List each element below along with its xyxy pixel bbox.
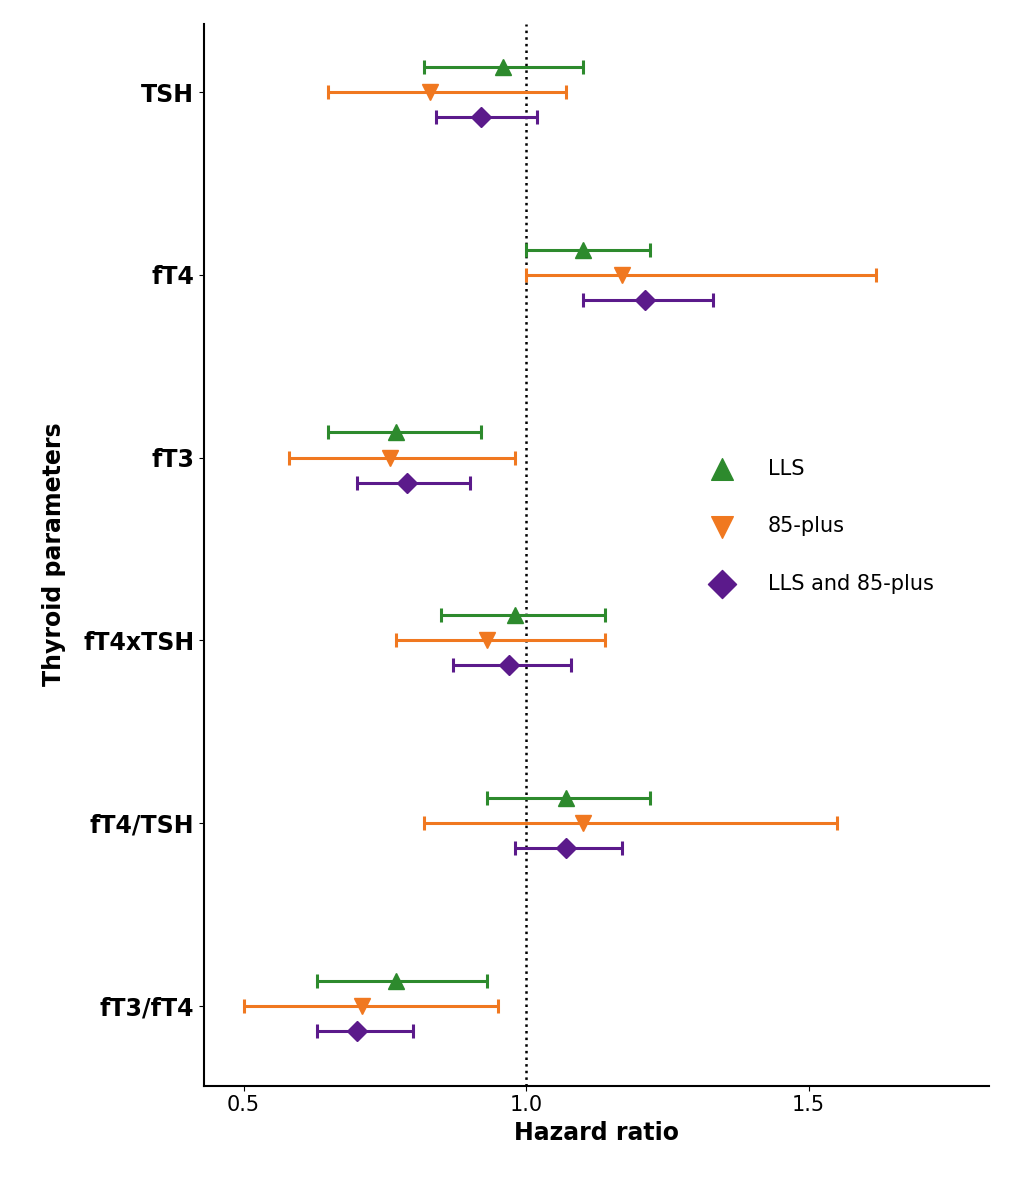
X-axis label: Hazard ratio: Hazard ratio — [514, 1121, 679, 1145]
Y-axis label: Thyroid parameters: Thyroid parameters — [43, 422, 66, 687]
Legend: LLS, 85-plus, LLS and 85-plus: LLS, 85-plus, LLS and 85-plus — [701, 459, 933, 594]
